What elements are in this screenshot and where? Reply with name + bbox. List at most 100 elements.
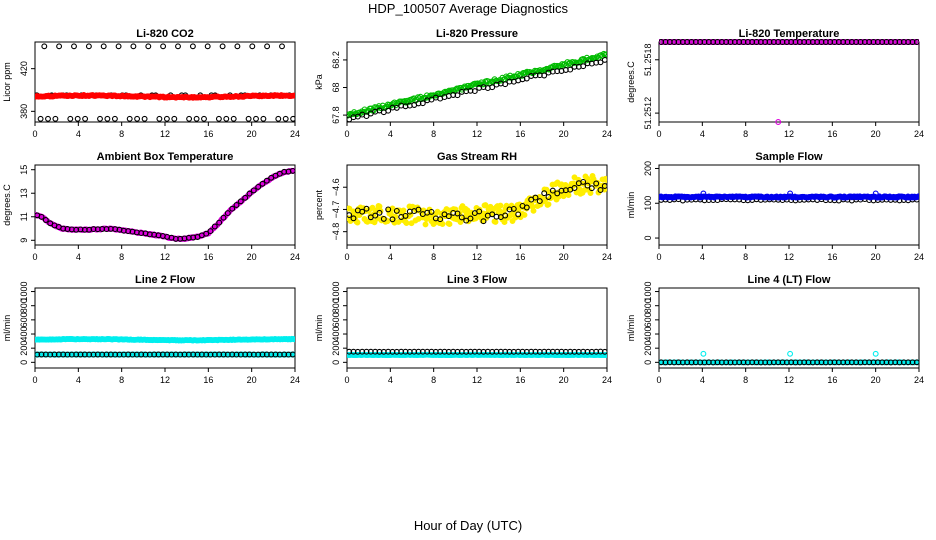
data-point [512, 214, 519, 221]
chart-ambient-box-temperature: Ambient Box Temperature 0 4 8 12 16 20 24 9 11 13 1… [2, 151, 300, 262]
data-point [229, 205, 236, 212]
data-point [501, 219, 508, 226]
chart-li-820-pressure: Li-820 Pressure 0 4 8 12 16 20 24 67.8 68 68.2 kPa [314, 28, 612, 139]
data-point [245, 115, 252, 122]
data-point [223, 115, 230, 122]
chart-sample-flow: Sample Flow 0 4 8 12 16 20 24 0 100 200 ml/min [626, 151, 924, 262]
data-point [67, 115, 74, 122]
data-point [193, 115, 200, 122]
data-point [541, 190, 548, 197]
x-tick-label: 4 [700, 375, 705, 385]
data-point [71, 43, 77, 50]
chart-title: Line 2 Flow [135, 274, 195, 286]
data-point [385, 107, 392, 114]
y-tick-label: 100 [643, 196, 653, 211]
y-axis-label: percent [314, 189, 324, 220]
y-axis-label: Licor ppm [2, 62, 12, 102]
data-point [389, 216, 396, 223]
data-point [291, 92, 295, 99]
x-tick-label: 20 [559, 129, 569, 139]
data-point [587, 190, 594, 196]
chart-line-4-lt-flow: Line 4 (LT) Flow 0 4 8 12 16 20 24 0 200400600800… [626, 274, 924, 385]
data-point [56, 43, 63, 50]
data-point [465, 82, 472, 89]
data-point [571, 185, 578, 191]
data-point [738, 39, 745, 45]
y-tick-label: 400 [19, 327, 29, 342]
chart-title: Li-820 CO2 [136, 28, 193, 40]
plot-frame [34, 41, 296, 123]
data-point [885, 39, 892, 45]
data-point [502, 81, 509, 88]
data-point [515, 211, 522, 218]
x-tick-label: 0 [656, 252, 661, 262]
chart-title: Gas Stream RH [437, 151, 517, 163]
data-point [404, 97, 411, 104]
data-point [716, 39, 723, 45]
chart-title: Line 4 (LT) Flow [748, 274, 831, 286]
data-point [363, 205, 370, 212]
data-point [541, 72, 548, 79]
y-axis-label: degrees.C [626, 61, 636, 103]
data-point [725, 39, 732, 45]
data-point [601, 183, 607, 189]
data-point [729, 39, 736, 45]
data-point [480, 218, 487, 225]
data-point [898, 39, 905, 45]
data-point [907, 39, 914, 45]
x-tick-label: 24 [602, 252, 612, 262]
y-tick-label: 51.2518 [643, 44, 653, 77]
data-point [249, 43, 256, 50]
data-point [545, 194, 552, 200]
series-temp-outlier [775, 119, 782, 125]
data-point [787, 190, 794, 197]
y-tick-label: 0 [643, 360, 653, 365]
data-point [764, 39, 771, 45]
chart-li-820-temperature: Li-820 Temperature 0 4 8 12 16 20 24 51.2512 51.2… [626, 28, 924, 139]
x-tick-label: 4 [76, 375, 81, 385]
data-point [234, 43, 241, 50]
data-point [842, 39, 849, 45]
x-tick-label: 12 [784, 129, 794, 139]
data-point [250, 187, 257, 194]
x-tick-label: 20 [247, 129, 257, 139]
data-point [458, 214, 465, 221]
data-point [224, 210, 231, 217]
x-tick-label: 16 [515, 252, 525, 262]
data-point [242, 194, 249, 201]
x-tick-label: 4 [388, 129, 393, 139]
data-point [482, 202, 489, 209]
data-point [282, 115, 289, 122]
x-tick-label: 16 [203, 375, 213, 385]
plot-frame [34, 164, 296, 246]
series-line-4-spikes [700, 350, 879, 357]
data-point [415, 206, 422, 213]
y-tick-label: 13 [19, 188, 29, 198]
x-tick-label: 8 [431, 375, 436, 385]
data-point [376, 203, 383, 210]
y-tick-label: 11 [19, 212, 29, 221]
x-tick-label: 0 [344, 375, 349, 385]
data-point [712, 39, 719, 45]
data-point [454, 92, 461, 99]
data-point [807, 39, 814, 45]
data-point [476, 208, 483, 215]
x-tick-label: 12 [784, 375, 794, 385]
data-point [593, 180, 600, 187]
data-point [597, 59, 604, 66]
data-point [354, 219, 361, 226]
data-point [156, 115, 163, 122]
data-point [523, 204, 530, 211]
x-tick-label: 20 [247, 252, 257, 262]
data-point [502, 212, 509, 219]
data-point [489, 211, 496, 218]
data-point [246, 190, 253, 197]
data-point [868, 39, 875, 45]
series-rh-avg [347, 178, 607, 225]
data-point [554, 190, 561, 197]
data-point [600, 50, 607, 57]
data-point [603, 177, 607, 183]
data-point [160, 43, 167, 50]
data-point [85, 43, 92, 50]
